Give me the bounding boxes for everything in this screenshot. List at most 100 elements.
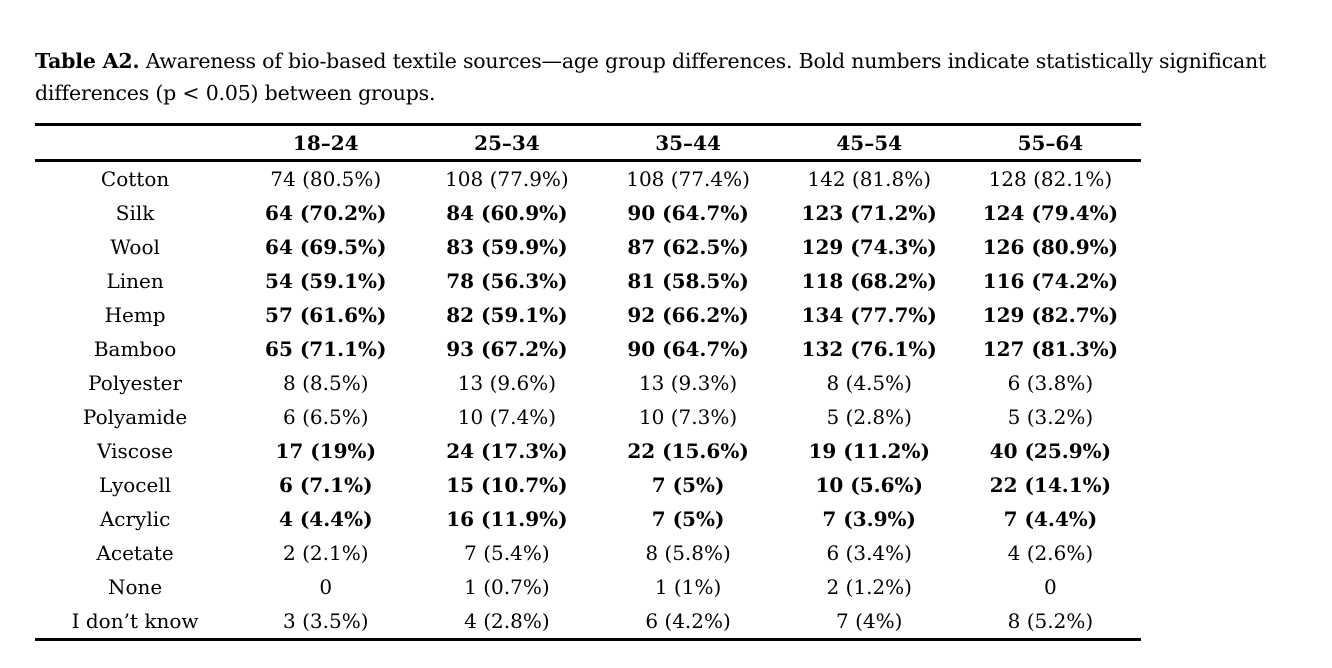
awareness-table: 18–24 25–34 35–44 45–54 55–64 Cotton 74 (… — [35, 123, 1141, 642]
cell-value: 116 (74.2%) — [982, 269, 1119, 294]
row-label: Linen — [106, 269, 164, 294]
cell-value: 22 (15.6%) — [627, 439, 749, 464]
cell-value: 74 (80.5%) — [270, 167, 382, 192]
cell-value: 129 (82.7%) — [982, 303, 1119, 328]
row-label: Wool — [110, 235, 160, 260]
cell-value: 7 (5.4%) — [464, 541, 550, 566]
cell-value: 84 (60.9%) — [446, 201, 568, 226]
cell-value: 128 (82.1%) — [988, 167, 1113, 192]
cell-value: 6 (3.8%) — [1007, 371, 1094, 396]
header-age-group: 45–54 — [836, 130, 903, 155]
cell-value: 118 (68.2%) — [801, 269, 937, 294]
row-label: Silk — [115, 201, 155, 226]
cell-value: 6 (7.1%) — [278, 473, 373, 498]
cell-value: 16 (11.9%) — [446, 507, 568, 532]
cell-value: 142 (81.8%) — [807, 167, 932, 192]
cell-value: 81 (58.5%) — [627, 269, 749, 294]
table-row: Wool 64 (69.5%) 83 (59.9%) 87 (62.5%) 129 (7… — [35, 230, 1141, 264]
cell-value: 87 (62.5%) — [627, 235, 749, 260]
cell-value: 4 (2.8%) — [464, 609, 550, 634]
cell-value: 65 (71.1%) — [265, 337, 387, 362]
cell-value: 10 (7.4%) — [457, 405, 557, 430]
cell-value: 10 (7.3%) — [638, 405, 738, 430]
cell-value: 6 (3.4%) — [826, 541, 912, 566]
cell-value: 0 — [319, 575, 333, 600]
cell-value: 17 (19%) — [275, 439, 377, 464]
cell-value: 13 (9.6%) — [457, 371, 557, 396]
table-row: I don’t know 3 (3.5%) 4 (2.8%) 6 (4.2%) 7 (4… — [35, 604, 1141, 640]
table-row: Acrylic 4 (4.4%) 16 (11.9%) 7 (5%) 7 (3.9%) 7… — [35, 502, 1141, 536]
cell-value: 8 (5.8%) — [645, 541, 731, 566]
cell-value: 90 (64.7%) — [627, 201, 749, 226]
cell-value: 1 (0.7%) — [464, 575, 550, 600]
cell-value: 92 (66.2%) — [627, 303, 749, 328]
cell-value: 40 (25.9%) — [989, 439, 1112, 464]
header-corner-cell — [35, 125, 235, 161]
cell-value: 2 (2.1%) — [283, 541, 369, 566]
cell-value: 4 (2.6%) — [1007, 541, 1094, 566]
cell-value: 8 (5.2%) — [1007, 609, 1094, 634]
header-age-group: 55–64 — [1017, 130, 1084, 155]
cell-value: 93 (67.2%) — [446, 337, 568, 362]
table-body: Cotton 74 (80.5%) 108 (77.9%) 108 (77.4%) 14… — [35, 161, 1141, 640]
cell-value: 129 (74.3%) — [801, 235, 937, 260]
row-label: Viscose — [97, 439, 174, 464]
row-label: Lyocell — [99, 473, 172, 498]
cell-value: 126 (80.9%) — [982, 235, 1119, 260]
cell-value: 64 (70.2%) — [265, 201, 387, 226]
cell-value: 57 (61.6%) — [265, 303, 387, 328]
table-caption-text: Awareness of bio-based textile sources—a… — [35, 48, 1267, 106]
table-row: Hemp 57 (61.6%) 82 (59.1%) 92 (66.2%) 134 (7… — [35, 298, 1141, 332]
cell-value: 108 (77.4%) — [626, 167, 750, 192]
cell-value: 124 (79.4%) — [982, 201, 1119, 226]
table-row: Bamboo 65 (71.1%) 93 (67.2%) 90 (64.7%) 132 … — [35, 332, 1141, 366]
cell-value: 54 (59.1%) — [265, 269, 387, 294]
table-row: Linen 54 (59.1%) 78 (56.3%) 81 (58.5%) 118 (… — [35, 264, 1141, 298]
cell-value: 90 (64.7%) — [627, 337, 749, 362]
cell-value: 5 (3.2%) — [1007, 405, 1094, 430]
cell-value: 5 (2.8%) — [826, 405, 912, 430]
cell-value: 82 (59.1%) — [446, 303, 568, 328]
cell-value: 78 (56.3%) — [446, 269, 568, 294]
cell-value: 13 (9.3%) — [638, 371, 738, 396]
row-label: Polyester — [88, 371, 183, 396]
cell-value: 127 (81.3%) — [982, 337, 1119, 362]
table-row: Polyamide 6 (6.5%) 10 (7.4%) 10 (7.3%) 5 (2.… — [35, 400, 1141, 434]
table-row: Lyocell 6 (7.1%) 15 (10.7%) 7 (5%) 10 (5.6%)… — [35, 468, 1141, 502]
table-caption-label: Table A2. — [35, 48, 140, 73]
cell-value: 123 (71.2%) — [801, 201, 937, 226]
cell-value: 15 (10.7%) — [446, 473, 568, 498]
cell-value: 108 (77.9%) — [445, 167, 569, 192]
header-age-group: 18–24 — [292, 130, 359, 155]
cell-value: 7 (3.9%) — [822, 507, 917, 532]
cell-value: 7 (5%) — [651, 507, 725, 532]
cell-value: 132 (76.1%) — [801, 337, 937, 362]
header-age-group: 35–44 — [655, 130, 721, 155]
row-label: Acrylic — [99, 507, 171, 532]
header-row: 18–24 25–34 35–44 45–54 55–64 — [35, 125, 1141, 161]
cell-value: 2 (1.2%) — [826, 575, 912, 600]
row-label: Polyamide — [82, 405, 188, 430]
row-label: Bamboo — [93, 337, 177, 362]
cell-value: 83 (59.9%) — [446, 235, 568, 260]
row-label: None — [107, 575, 163, 600]
table-row: Viscose 17 (19%) 24 (17.3%) 22 (15.6%) 19 (1… — [35, 434, 1141, 468]
cell-value: 19 (11.2%) — [808, 439, 930, 464]
cell-value: 1 (1%) — [654, 575, 722, 600]
cell-value: 6 (4.2%) — [645, 609, 731, 634]
cell-value: 6 (6.5%) — [283, 405, 369, 430]
cell-value: 24 (17.3%) — [446, 439, 568, 464]
row-label: Hemp — [104, 303, 166, 328]
cell-value: 8 (4.5%) — [826, 371, 912, 396]
table-row: Acetate 2 (2.1%) 7 (5.4%) 8 (5.8%) 6 (3.4%) 4… — [35, 536, 1141, 570]
cell-value: 0 — [1044, 575, 1057, 600]
table-row: Polyester 8 (8.5%) 13 (9.6%) 13 (9.3%) 8 (4.… — [35, 366, 1141, 400]
cell-value: 22 (14.1%) — [989, 473, 1112, 498]
row-label: Cotton — [100, 167, 170, 192]
cell-value: 134 (77.7%) — [801, 303, 937, 328]
cell-value: 4 (4.4%) — [278, 507, 373, 532]
row-label: Acetate — [96, 541, 174, 566]
table-row: Cotton 74 (80.5%) 108 (77.9%) 108 (77.4%) 14… — [35, 161, 1141, 197]
table-caption: Table A2. Awareness of bio-based textile… — [35, 45, 1311, 111]
